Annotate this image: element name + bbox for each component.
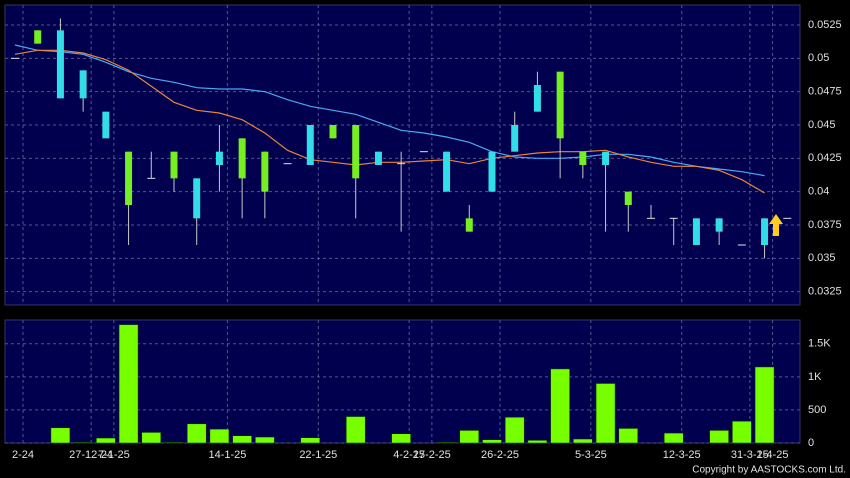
x-tick-label: 14-1-25 xyxy=(208,449,246,461)
candle-body xyxy=(511,125,519,152)
candle-body xyxy=(556,71,564,139)
x-tick-label: 7-1-25 xyxy=(98,449,130,461)
ma-line xyxy=(14,44,765,177)
volume-bar xyxy=(255,436,275,444)
x-tick-label: 5-3-25 xyxy=(575,449,607,461)
volume-bar xyxy=(663,432,684,444)
candle-body xyxy=(238,138,246,179)
x-tick-label: 26-2-25 xyxy=(481,449,519,461)
volume-bar xyxy=(436,442,457,444)
y-tick-label: 0.04 xyxy=(808,186,829,198)
x-tick-label: 31-3-25 xyxy=(731,449,769,461)
x-tick-label: 17-2-25 xyxy=(413,449,451,461)
x-tick-label: 12-3-25 xyxy=(663,449,701,461)
candle-body xyxy=(215,151,223,165)
y-tick-label: 0.0475 xyxy=(808,86,842,98)
candle-body xyxy=(306,125,314,165)
volume-bar xyxy=(754,366,775,444)
y-tick-label: 0.0425 xyxy=(808,152,842,164)
volume-bar xyxy=(459,430,480,444)
volume-bar xyxy=(232,435,252,444)
candle-body xyxy=(170,151,178,179)
candle-body xyxy=(579,151,587,165)
plot-layer: 0.0325 0.035 0.0375 0.04 0.0425 0.045 0.0475 0.… xyxy=(5,5,842,461)
volume-bar xyxy=(164,442,184,444)
candle-body xyxy=(533,85,541,112)
candle-body xyxy=(34,30,42,44)
volume-bar xyxy=(504,416,525,444)
y-tick-label: 0.0525 xyxy=(808,19,842,31)
volume-bar xyxy=(141,432,162,444)
x-tick-label: 1-4-25 xyxy=(757,449,789,461)
y-tick-label: 0.035 xyxy=(808,252,836,264)
x-tick-label: 27-12-24 xyxy=(69,449,113,461)
volume-bar xyxy=(527,440,548,444)
y-tick-label: 0.045 xyxy=(808,119,836,131)
candle-body xyxy=(79,70,87,99)
price-panel xyxy=(4,4,801,306)
x-tick-label: 2-24 xyxy=(12,449,34,461)
volume-bar xyxy=(209,428,230,444)
arrow-icon xyxy=(769,214,783,236)
volume-bar xyxy=(73,442,93,444)
volume-bar xyxy=(391,433,411,444)
y-tick-label: 0.0375 xyxy=(808,219,842,231)
y-tick-label: 0.05 xyxy=(808,52,829,64)
volume-bar xyxy=(50,427,71,444)
y-tick-label: 1.5K xyxy=(808,338,831,350)
candle-body xyxy=(352,125,360,179)
volume-bar xyxy=(300,437,321,444)
candle-body xyxy=(125,151,133,205)
candle-body xyxy=(602,151,610,165)
volume-bar xyxy=(482,439,502,444)
volume-bar xyxy=(96,437,116,444)
y-tick-label: 0 xyxy=(808,437,814,449)
volume-bar xyxy=(118,324,139,444)
candle-body xyxy=(443,151,451,192)
y-tick-label: 500 xyxy=(808,404,826,416)
volume-bar xyxy=(709,430,729,444)
candle-body xyxy=(374,151,382,165)
volume-bar xyxy=(345,416,366,444)
ma-line xyxy=(14,49,765,194)
candle-body xyxy=(761,218,769,245)
candle-body xyxy=(715,218,723,232)
candle-body xyxy=(488,151,496,192)
candle-body xyxy=(465,218,473,232)
volume-bar xyxy=(732,420,752,444)
copyright: Copyright by AASTOCKS.com Ltd. xyxy=(692,465,846,476)
volume-bar xyxy=(595,383,616,444)
candle-body xyxy=(329,125,337,139)
candle-body xyxy=(624,191,632,205)
x-tick-label: 4-2-25 xyxy=(393,449,425,461)
candle-body xyxy=(56,30,64,99)
volume-bar xyxy=(618,428,639,444)
candle-body xyxy=(692,218,700,245)
candle-body xyxy=(102,111,110,139)
x-tick-label: 22-1-25 xyxy=(299,449,337,461)
volume-bar xyxy=(550,368,570,444)
volume-bar xyxy=(573,438,593,444)
candle-body xyxy=(261,151,269,192)
y-tick-label: 0.0325 xyxy=(808,286,842,298)
y-tick-label: 1K xyxy=(808,371,822,383)
volume-bar xyxy=(186,423,207,444)
candle-body xyxy=(193,178,201,219)
